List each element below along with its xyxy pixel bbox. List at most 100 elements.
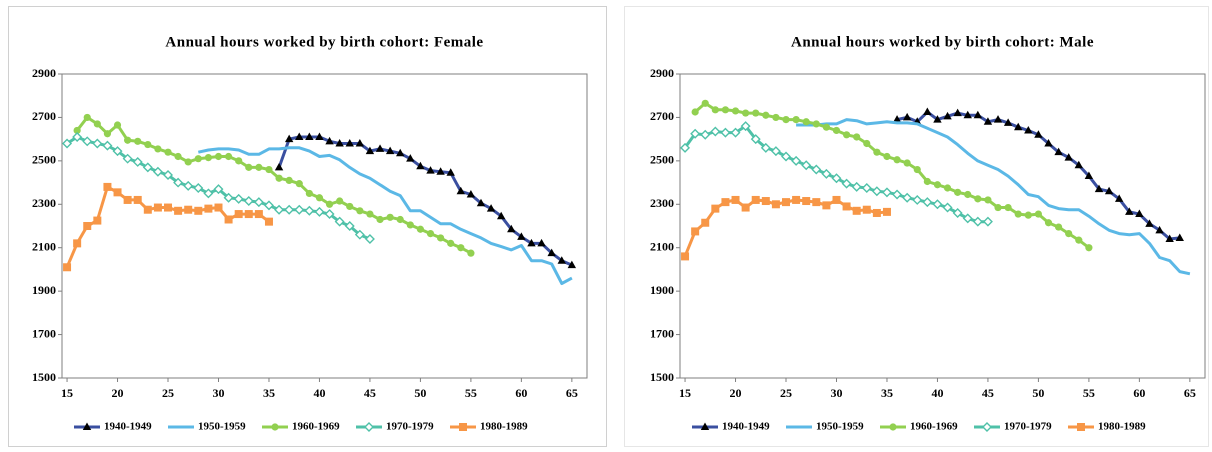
marker (265, 165, 273, 174)
x-tick-label: 20 (112, 386, 124, 400)
marker (681, 252, 690, 261)
marker (496, 211, 506, 220)
marker (254, 210, 263, 219)
marker (295, 180, 303, 188)
y-tick-label: 2300 (32, 196, 56, 210)
plot-frame (679, 73, 1206, 379)
marker (742, 109, 750, 117)
x-tick-label: 25 (162, 386, 174, 400)
marker (731, 107, 740, 115)
marker (943, 184, 952, 192)
legend-label: 1960-1969 (910, 421, 958, 433)
marker (416, 161, 425, 170)
marker (305, 189, 313, 198)
marker (223, 192, 234, 203)
marker (762, 111, 770, 119)
marker (851, 181, 862, 192)
legend-label: 1940-1949 (722, 421, 770, 433)
marker (184, 158, 192, 166)
marker (93, 120, 101, 128)
marker (154, 145, 162, 153)
series-line (796, 118, 1191, 276)
marker (255, 163, 263, 171)
legend-marker (700, 422, 710, 430)
marker (863, 139, 871, 148)
y-tick-label: 2100 (650, 239, 674, 253)
marker (204, 204, 213, 213)
marker (1165, 234, 1174, 243)
marker (345, 138, 354, 147)
marker (871, 186, 882, 197)
marker (822, 123, 830, 131)
marker (701, 99, 709, 107)
marker (1084, 171, 1094, 180)
marker (852, 206, 861, 215)
x-tick-label: 60 (515, 386, 527, 400)
marker (164, 203, 173, 212)
y-tick-label: 2900 (650, 66, 674, 80)
marker (133, 195, 142, 204)
marker (143, 205, 152, 214)
marker (872, 208, 881, 217)
marker (93, 216, 102, 225)
y-tick-label: 2300 (650, 196, 674, 210)
x-tick-label: 45 (364, 386, 376, 400)
marker (721, 106, 730, 114)
marker (1024, 211, 1032, 219)
marker (760, 142, 771, 153)
marker (761, 197, 770, 206)
marker (741, 203, 750, 212)
marker (314, 206, 325, 217)
marker (942, 202, 953, 213)
marker (883, 152, 891, 161)
marker (772, 113, 780, 122)
marker (923, 107, 932, 115)
legend-label: 1970-1979 (386, 421, 434, 433)
marker (1064, 153, 1073, 161)
marker (354, 229, 365, 240)
y-tick-label: 1700 (32, 326, 56, 340)
marker (325, 200, 334, 208)
marker (356, 207, 364, 215)
marker (476, 198, 486, 207)
x-tick-label: 30 (830, 386, 842, 400)
marker (1085, 244, 1093, 252)
y-tick-label: 1900 (650, 283, 674, 297)
marker (193, 183, 204, 193)
marker (83, 222, 92, 230)
marker (1145, 219, 1154, 227)
marker (214, 152, 223, 161)
marker (1024, 125, 1033, 134)
marker (103, 182, 112, 191)
legend-marker (889, 423, 897, 431)
marker (923, 177, 931, 186)
marker (174, 206, 183, 215)
panel-frame (8, 6, 607, 447)
marker (375, 144, 385, 152)
marker (103, 130, 112, 138)
marker (153, 203, 162, 212)
marker (507, 224, 516, 233)
marker (912, 194, 923, 205)
marker (204, 154, 212, 162)
marker (771, 200, 780, 209)
x-tick-label: 25 (780, 386, 792, 400)
y-tick-label: 2900 (32, 66, 56, 80)
marker (245, 163, 253, 171)
marker (263, 200, 274, 211)
marker (943, 111, 952, 120)
chart-title: Annual hours worked by birth cohort: Mal… (791, 34, 1094, 50)
marker (467, 249, 475, 257)
x-tick-label: 15 (679, 386, 691, 400)
marker (436, 167, 445, 175)
marker (275, 174, 283, 182)
marker (335, 138, 344, 147)
marker (173, 177, 184, 188)
marker (426, 166, 435, 174)
marker (73, 126, 81, 135)
marker (284, 204, 295, 215)
marker (334, 216, 345, 227)
marker (691, 108, 699, 116)
marker (304, 205, 315, 216)
